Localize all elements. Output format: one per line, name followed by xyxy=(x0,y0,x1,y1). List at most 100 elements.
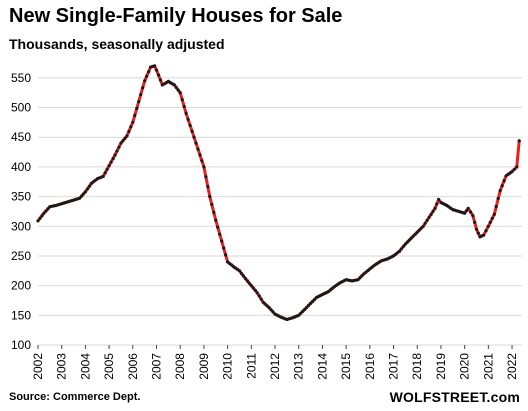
x-tick-label: 2013 xyxy=(292,353,306,380)
data-point xyxy=(113,153,117,157)
series-layer xyxy=(36,64,521,322)
data-point xyxy=(79,194,84,198)
x-tick-label: 2002 xyxy=(31,353,45,380)
data-point xyxy=(255,291,259,295)
data-point xyxy=(208,195,212,199)
data-point xyxy=(117,145,121,149)
data-point xyxy=(243,276,247,281)
data-point xyxy=(83,190,87,194)
x-tick-label: 2022 xyxy=(505,353,519,380)
data-point xyxy=(139,93,143,97)
data-point xyxy=(257,294,261,298)
data-point xyxy=(135,106,139,111)
data-point xyxy=(425,218,429,222)
data-point xyxy=(512,167,517,171)
data-point xyxy=(299,311,303,315)
data-point xyxy=(222,246,226,250)
data-point xyxy=(399,247,403,251)
chart-subtitle: Thousands, seasonally adjusted xyxy=(9,36,225,52)
data-point xyxy=(141,86,145,90)
data-point xyxy=(158,78,163,82)
data-point xyxy=(482,233,486,237)
data-point xyxy=(178,91,182,95)
data-point xyxy=(239,271,243,275)
data-point xyxy=(463,211,467,215)
data-point xyxy=(301,309,305,313)
data-point xyxy=(474,227,479,231)
data-point xyxy=(411,234,415,238)
y-tick-label: 400 xyxy=(11,160,31,174)
data-point xyxy=(224,253,228,257)
data-point xyxy=(81,192,85,196)
data-point xyxy=(206,185,210,189)
data-point xyxy=(500,184,504,188)
data-point xyxy=(403,242,407,246)
data-point xyxy=(517,139,521,143)
data-point xyxy=(111,157,115,161)
y-tick-label: 300 xyxy=(11,219,31,233)
data-point xyxy=(174,85,178,90)
data-point xyxy=(143,79,147,83)
data-point xyxy=(502,179,506,183)
x-tick-label: 2020 xyxy=(458,353,472,380)
data-point xyxy=(188,123,192,127)
data-point xyxy=(309,301,313,305)
data-point xyxy=(437,197,441,202)
y-tick-label: 150 xyxy=(11,308,31,322)
data-point xyxy=(105,167,109,171)
data-point xyxy=(429,212,433,216)
data-point xyxy=(220,239,224,243)
data-point xyxy=(147,70,151,74)
data-point xyxy=(409,236,413,240)
data-point xyxy=(133,113,137,117)
data-point xyxy=(127,129,131,133)
data-point xyxy=(202,165,206,169)
data-point xyxy=(297,313,301,317)
y-tick-label: 200 xyxy=(11,279,31,293)
data-point xyxy=(190,129,194,133)
data-point xyxy=(156,73,161,77)
data-point xyxy=(305,305,309,309)
data-point xyxy=(131,120,135,124)
data-point xyxy=(269,308,273,312)
data-point xyxy=(210,202,214,207)
x-tick-label: 2003 xyxy=(55,353,69,380)
data-point xyxy=(180,98,184,102)
data-point xyxy=(486,224,490,228)
data-point xyxy=(466,206,470,210)
y-tick-label: 100 xyxy=(11,338,31,352)
x-tick-label: 2007 xyxy=(150,353,164,380)
data-point xyxy=(192,135,196,139)
data-point xyxy=(204,175,208,179)
data-point xyxy=(356,278,360,282)
data-point xyxy=(476,231,480,235)
x-tick-label: 2017 xyxy=(387,353,401,380)
data-point xyxy=(421,224,425,228)
data-point xyxy=(360,274,364,278)
data-point xyxy=(431,209,435,213)
data-point xyxy=(125,134,129,138)
data-point xyxy=(484,229,488,233)
data-point xyxy=(473,220,477,224)
x-tick-label: 2016 xyxy=(363,353,377,380)
data-point xyxy=(251,286,255,290)
data-point xyxy=(216,225,220,229)
data-point xyxy=(417,228,421,232)
x-tick-label: 2014 xyxy=(315,353,329,380)
data-point xyxy=(253,288,257,292)
data-point xyxy=(271,310,275,314)
data-point xyxy=(154,68,159,72)
data-point xyxy=(194,141,198,145)
x-tick-label: 2011 xyxy=(244,353,258,379)
data-point xyxy=(498,189,502,193)
x-tick-label: 2008 xyxy=(173,353,187,380)
data-point xyxy=(172,83,176,87)
data-point xyxy=(259,297,263,301)
data-point xyxy=(186,117,190,121)
y-tick-label: 450 xyxy=(11,130,31,144)
y-tick-label: 350 xyxy=(11,190,31,204)
data-point xyxy=(433,206,437,210)
data-point xyxy=(115,149,119,153)
data-point xyxy=(358,276,362,280)
